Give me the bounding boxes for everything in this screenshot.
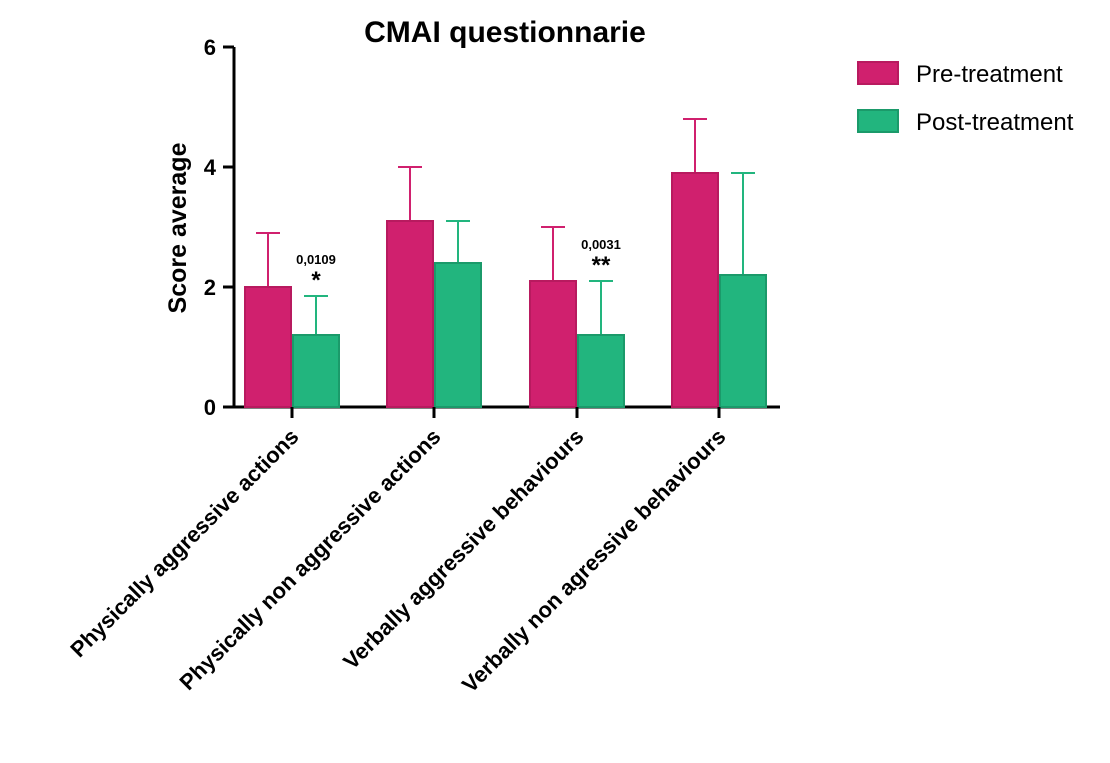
bar [671, 172, 719, 408]
y-tick-label: 2 [204, 275, 216, 300]
y-tick-label: 6 [204, 35, 216, 60]
y-axis-label: Score average [164, 142, 192, 313]
bar [434, 262, 482, 408]
bar [292, 334, 340, 408]
x-tick-label: Verbally aggressive behaviours [338, 424, 588, 674]
chart-title: CMAI questionnarie [364, 16, 646, 49]
bar [577, 334, 625, 408]
bar [244, 286, 292, 408]
y-tick-label: 4 [204, 155, 217, 180]
x-tick-label: Physically non aggressive actions [175, 424, 446, 695]
p-value-label: 0,0109 [296, 252, 336, 267]
error-bars [256, 118, 755, 335]
legend-swatch [857, 61, 899, 85]
bars [244, 172, 767, 408]
legend-label: Post-treatment [916, 109, 1074, 136]
bar [719, 274, 767, 408]
significance-stars: * [311, 267, 321, 294]
bar [386, 220, 434, 408]
y-tick-label: 0 [204, 395, 216, 420]
x-tick-label: Physically aggressive actions [65, 424, 303, 662]
x-ticks: Physically aggressive actionsPhysically … [65, 407, 731, 698]
legend-label: Pre-treatment [916, 61, 1063, 88]
significance-stars: ** [592, 252, 611, 279]
x-tick-label: Verbally non agressive behaviours [457, 424, 731, 698]
p-value-label: 0,0031 [581, 237, 621, 252]
bar [529, 280, 577, 408]
legend: Pre-treatment Post-treatment [857, 61, 1074, 136]
y-ticks: 0 2 4 6 [204, 35, 234, 420]
significance-annotations: 0,0109* 0,0031** [296, 237, 621, 294]
legend-swatch [857, 109, 899, 133]
